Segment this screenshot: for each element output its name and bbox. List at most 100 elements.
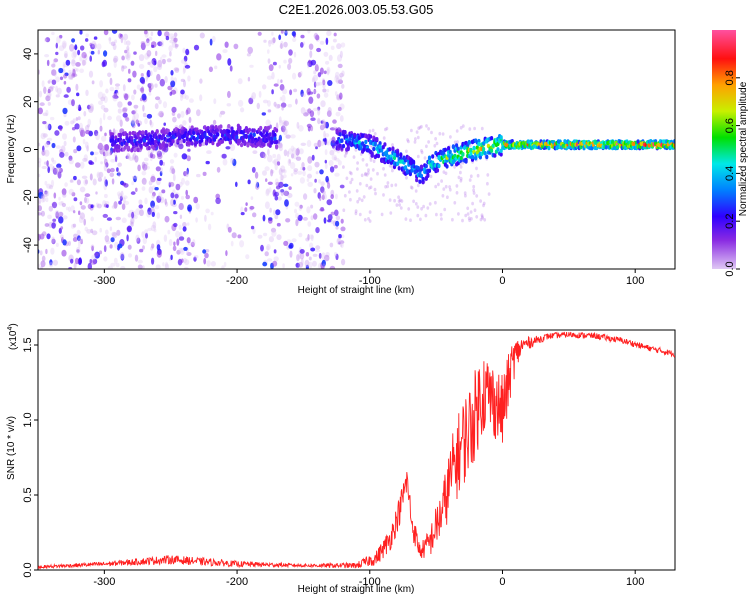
spectrogram-ridge-cell xyxy=(247,127,252,133)
spectrogram-speckle xyxy=(38,161,41,168)
spectrogram-speckle xyxy=(199,94,203,102)
spectrogram-speckle xyxy=(180,78,185,82)
spectrogram-speckle xyxy=(415,130,419,134)
spectrogram-speckle xyxy=(300,89,304,98)
spectrogram-speckle xyxy=(173,37,178,43)
spectrogram-speckle xyxy=(271,89,274,95)
spectrogram-speckle xyxy=(360,198,364,203)
spectrogram-speckle xyxy=(316,47,322,53)
spectrogram-speckle xyxy=(294,208,297,214)
spectrogram-speckle xyxy=(329,166,335,173)
y-tick-label: -20 xyxy=(22,189,34,205)
spectrogram-speckle xyxy=(455,129,459,133)
spectrogram-speckle xyxy=(296,254,300,262)
spectrogram-speckle xyxy=(295,98,298,105)
spectrogram-speckle xyxy=(51,31,55,36)
spectrogram-speckle xyxy=(306,178,310,183)
spectrogram-speckle xyxy=(240,212,245,216)
spectrogram-ridge-cell xyxy=(227,129,231,134)
spectrogram-speckle xyxy=(416,205,420,209)
spectrogram-ridge-cell xyxy=(200,138,204,143)
spectrogram-ridge-cell xyxy=(112,148,116,153)
spectrogram-speckle xyxy=(180,89,185,95)
spectrogram-speckle xyxy=(58,67,64,74)
spectrogram-speckle xyxy=(299,204,303,209)
spectrogram-speckle xyxy=(125,40,131,46)
spectrogram-speckle xyxy=(475,166,478,171)
spectrogram-speckle xyxy=(128,253,132,258)
spectrogram-speckle xyxy=(104,132,107,137)
spectrogram-speckle xyxy=(339,240,345,244)
spectrogram-ridge-cell xyxy=(372,146,376,152)
spectrogram-speckle xyxy=(137,164,141,172)
spectrogram-ridge-cell xyxy=(211,125,215,130)
spectrogram-speckle xyxy=(265,188,270,197)
spectrogram-speckle xyxy=(43,86,47,94)
spectrogram-speckle xyxy=(232,158,237,166)
spectrogram-speckle xyxy=(142,163,148,171)
spectrogram-speckle xyxy=(307,165,313,172)
spectrogram-speckle xyxy=(54,130,60,136)
x-tick-label: -300 xyxy=(93,576,115,588)
spectrogram-speckle xyxy=(440,179,443,183)
spectrogram-speckle xyxy=(121,217,127,224)
spectrogram-speckle xyxy=(123,200,130,206)
spectrogram-speckle xyxy=(388,163,392,168)
spectrogram-speckle xyxy=(84,226,89,232)
spectrogram-speckle xyxy=(308,256,312,261)
spectrogram-speckle xyxy=(448,185,451,189)
spectrogram-ridge-cell xyxy=(240,142,244,148)
spectrogram-speckle xyxy=(303,193,308,200)
spectrogram-speckle xyxy=(103,96,108,103)
spectrogram-speckle xyxy=(38,200,41,206)
spectrogram-ridge-cell xyxy=(117,148,121,153)
spectrogram-speckle xyxy=(315,171,319,175)
spectrogram-speckle xyxy=(155,50,158,57)
spectrogram-speckle xyxy=(52,259,59,266)
spectrogram-speckle xyxy=(237,234,242,239)
spectrogram-speckle xyxy=(172,116,177,123)
spectrogram-speckle xyxy=(104,193,108,199)
spectrogram-speckle xyxy=(264,251,269,257)
spectrogram-speckle xyxy=(146,69,151,78)
spectrogram-speckle xyxy=(113,152,118,158)
spectrogram-speckle xyxy=(126,48,130,55)
spectrogram-speckle xyxy=(126,45,130,51)
spectrogram-ridge-cell xyxy=(268,143,272,148)
spectrogram-y-axis: 40 20 0 -20 -40 xyxy=(22,48,38,253)
spectrogram-speckle xyxy=(73,262,77,269)
spectrogram-ridge-cell xyxy=(472,146,476,151)
spectrogram-speckle xyxy=(143,30,148,35)
spectrogram-speckle xyxy=(80,239,83,245)
x-tick-label: 100 xyxy=(626,275,644,287)
spectrogram-ridge-cell xyxy=(485,154,489,160)
spectrogram-speckle xyxy=(420,149,423,153)
spectrogram-speckle xyxy=(168,33,175,40)
snr-polyline xyxy=(38,331,675,570)
spectrogram-ridge-cell xyxy=(118,132,123,138)
spectrogram-speckle xyxy=(323,92,329,98)
spectrogram-ridge-cell xyxy=(273,132,277,138)
spectrogram-ridge-cell xyxy=(404,165,408,170)
spectrogram-speckle xyxy=(272,37,276,44)
spectrogram-ridge-cell xyxy=(275,144,279,149)
spectrogram-speckle xyxy=(479,217,483,222)
spectrogram-speckle xyxy=(320,181,325,187)
spectrogram-speckle xyxy=(96,203,102,209)
spectrogram-speckle xyxy=(470,217,473,221)
spectrogram-speckle xyxy=(183,257,187,264)
spectrogram-speckle xyxy=(457,212,460,216)
spectrogram-speckle xyxy=(308,59,311,65)
spectrogram-speckle xyxy=(127,155,132,160)
spectrogram-speckle xyxy=(69,179,73,183)
spectrogram-speckle xyxy=(110,167,115,173)
spectrogram-speckle xyxy=(466,206,470,211)
spectrogram-ridge-cell xyxy=(219,124,223,129)
spectrogram-speckle xyxy=(250,225,255,230)
spectrogram-ridge-cell xyxy=(416,165,420,171)
spectrogram-ridge-cell xyxy=(499,152,503,157)
spectrogram-speckle xyxy=(104,200,110,206)
spectrogram-ridge-cell xyxy=(149,134,153,139)
spectrogram-speckle xyxy=(283,149,288,157)
spectrogram-speckle xyxy=(451,217,454,222)
